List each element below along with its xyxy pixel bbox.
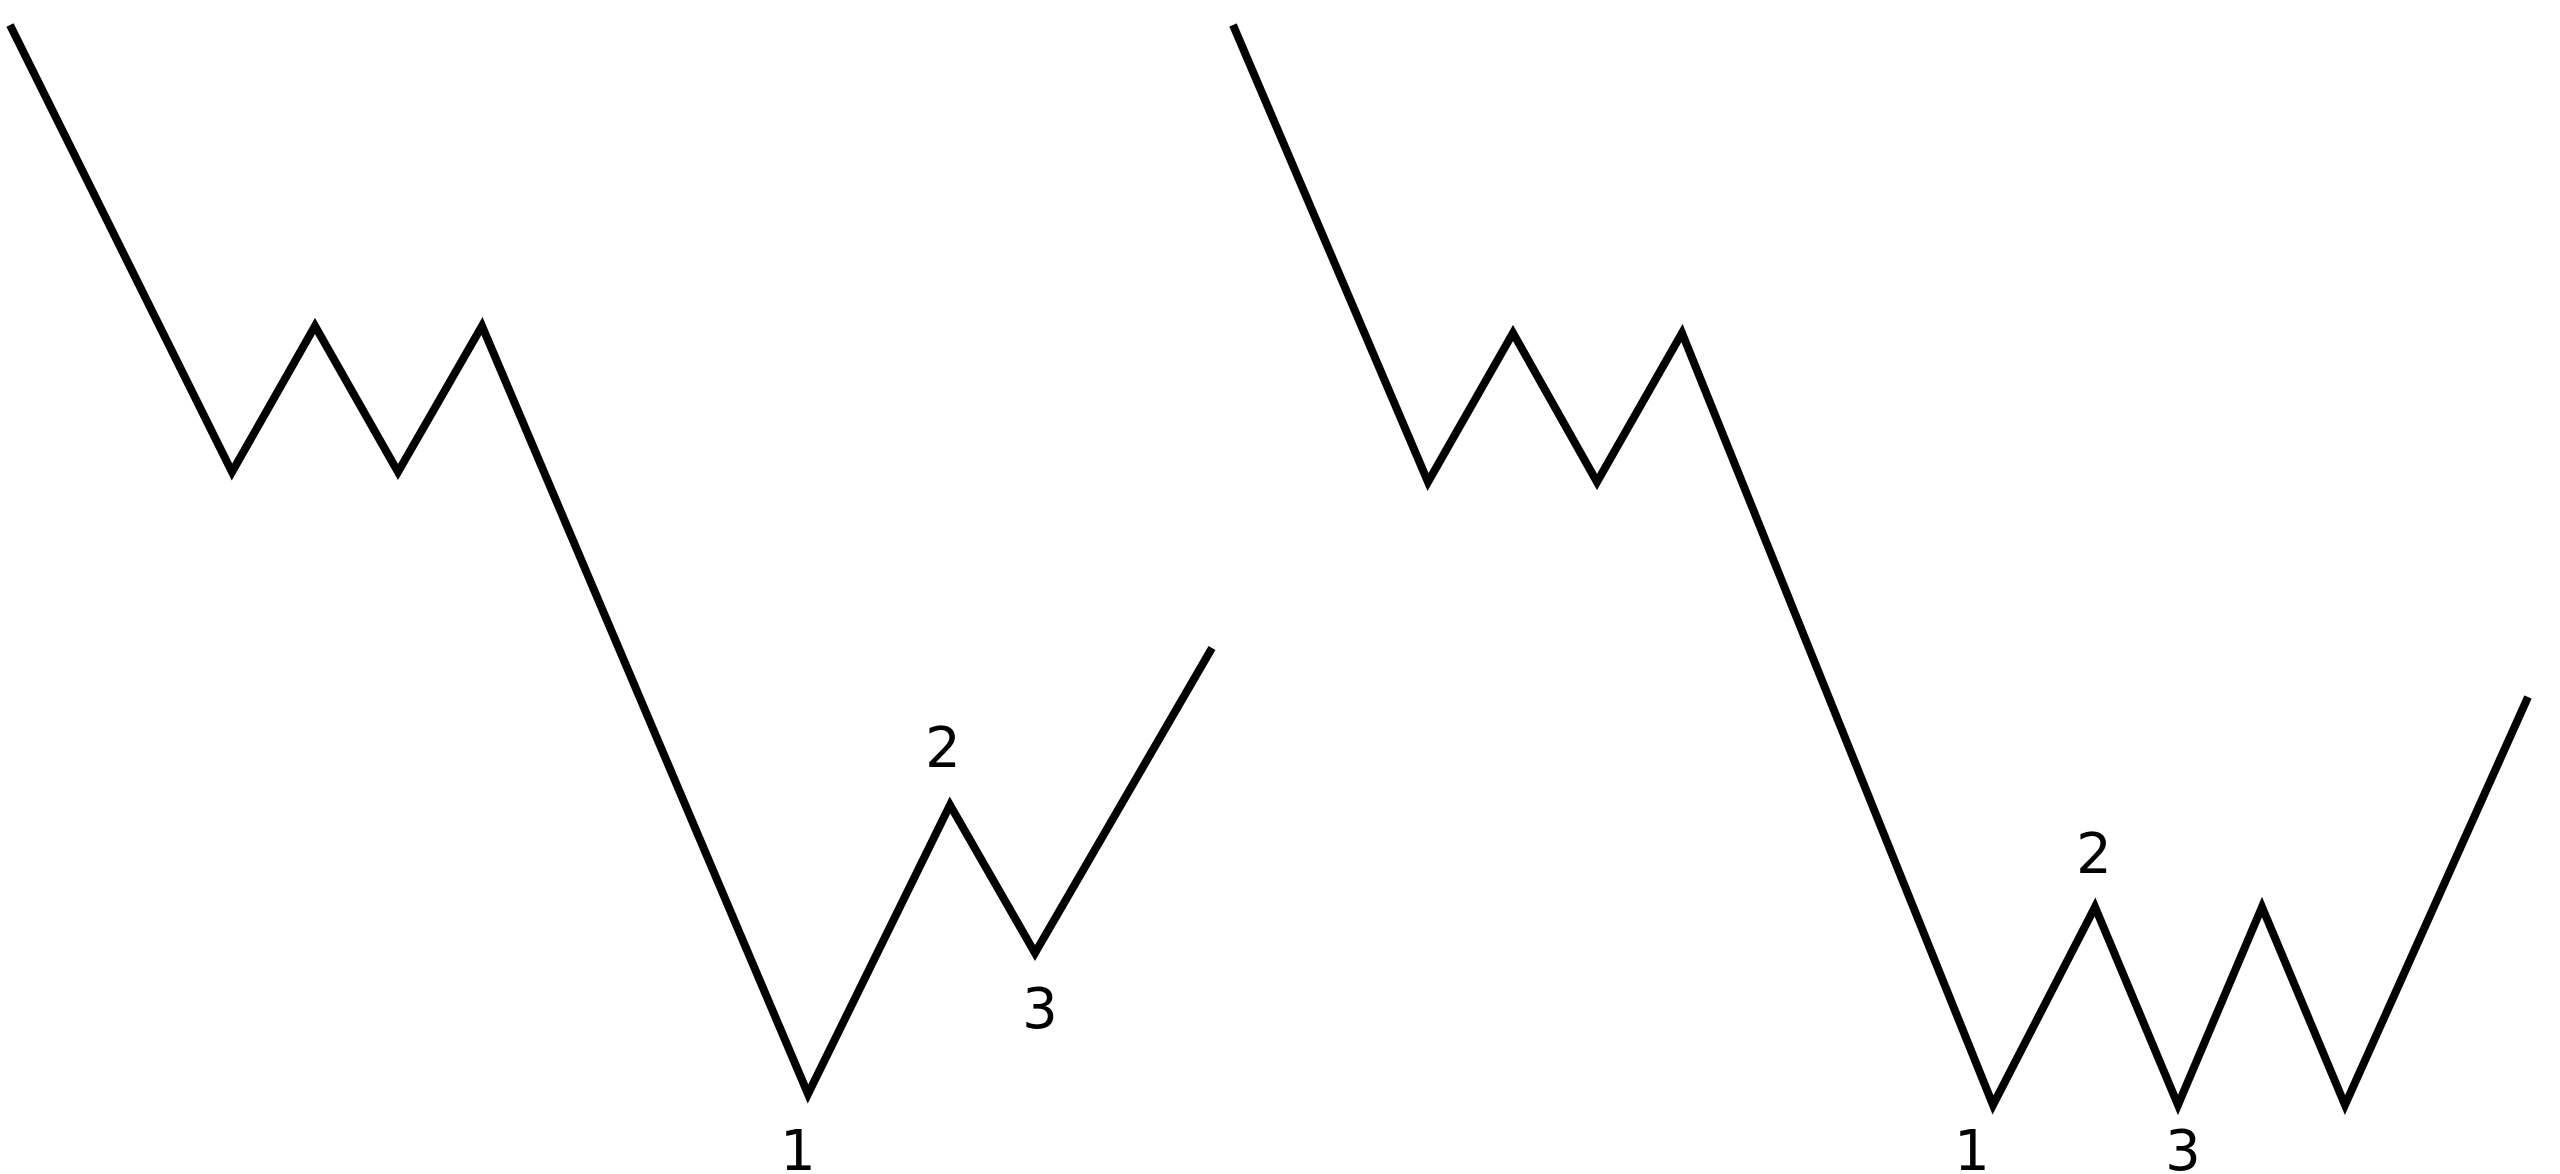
left-label-3: 3 [1022,977,1058,1042]
left-label-2: 2 [925,716,961,781]
right-diagram: 1 2 3 [1229,23,2532,1174]
left-price-path [6,23,1216,1104]
right-label-2: 2 [2076,822,2112,887]
right-price-path [1229,23,2532,1116]
right-label-3: 3 [2165,1119,2201,1174]
left-label-1: 1 [780,1119,816,1174]
left-diagram: 1 2 3 [6,23,1216,1174]
right-label-1: 1 [1954,1119,1990,1174]
